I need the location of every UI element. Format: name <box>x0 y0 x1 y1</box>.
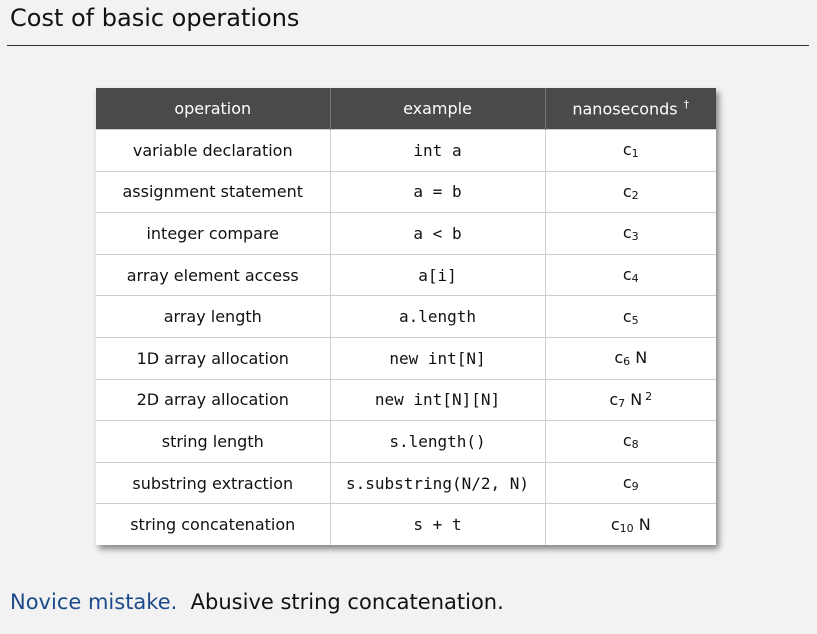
cost-cell: c6 N <box>545 336 716 380</box>
table-header-row: operation example nanoseconds † <box>96 88 716 130</box>
cost-cell: c1 <box>545 129 716 172</box>
table-row: string concatenation s + t c10 N <box>96 503 716 545</box>
example-cell: s.substring(N/2, N) <box>330 461 546 504</box>
table-row: integer compare a < b c3 <box>96 212 716 255</box>
operation-cell: array element access <box>96 253 331 296</box>
cost-constant: c <box>609 389 619 409</box>
cost-subscript: 3 <box>631 230 639 244</box>
operation-cell: 2D array allocation <box>96 378 331 421</box>
cost-cell: c5 <box>545 295 716 338</box>
table-row: string length s.length() c8 <box>96 420 716 463</box>
example-cell: a[i] <box>330 253 546 296</box>
operation-cell: substring extraction <box>96 461 331 504</box>
cost-subscript: 9 <box>631 480 639 494</box>
operation-cell: assignment statement <box>96 170 331 213</box>
header-nanoseconds-label: nanoseconds <box>572 99 678 119</box>
cost-subscript: 1 <box>631 147 639 161</box>
header-operation: operation <box>96 88 331 130</box>
table-row: array length a.length c5 <box>96 295 716 338</box>
example-cell: a = b <box>330 170 546 213</box>
table-row: assignment statement a = b c2 <box>96 170 716 213</box>
cost-constant: c <box>622 223 632 243</box>
cost-constant: c <box>614 348 624 368</box>
operation-cell: string length <box>96 420 331 463</box>
cost-constant: c <box>622 431 632 451</box>
operation-cell: 1D array allocation <box>96 336 331 380</box>
header-nanoseconds: nanoseconds † <box>545 88 716 130</box>
cost-constant: c <box>622 473 632 493</box>
cost-n: N <box>635 348 648 368</box>
cost-cell: c4 <box>545 253 716 296</box>
cost-constant: c <box>622 181 632 201</box>
operation-cell: integer compare <box>96 212 331 255</box>
dagger-footnote-mark: † <box>683 98 690 112</box>
operation-cell: array length <box>96 295 331 338</box>
example-cell: a.length <box>330 295 546 338</box>
cost-cell: c8 <box>545 420 716 463</box>
cost-cell: c2 <box>545 170 716 213</box>
cost-n: N <box>630 389 643 409</box>
footnote: Novice mistake. Abusive string concatena… <box>10 590 504 614</box>
example-cell: new int[N] <box>330 336 546 380</box>
operation-cell: variable declaration <box>96 129 331 172</box>
cost-subscript: 6 <box>623 355 631 369</box>
example-cell: s + t <box>330 503 546 545</box>
note-text: Abusive string concatenation. <box>190 590 504 614</box>
cost-subscript: 7 <box>618 396 626 410</box>
example-cell: new int[N][N] <box>330 378 546 421</box>
cost-subscript: 5 <box>631 313 639 327</box>
note-emphasis: Novice mistake. <box>10 590 178 614</box>
example-cell: s.length() <box>330 420 546 463</box>
example-cell: a < b <box>330 212 546 255</box>
cost-table-container: operation example nanoseconds † variable … <box>96 88 716 545</box>
cost-subscript: 10 <box>619 521 634 535</box>
cost-constant: c <box>622 306 632 326</box>
cost-constant: c <box>622 265 632 285</box>
title-divider <box>7 45 809 46</box>
cost-table: operation example nanoseconds † variable … <box>96 88 716 545</box>
page-title: Cost of basic operations <box>10 4 300 32</box>
cost-subscript: 2 <box>631 188 639 202</box>
cost-exponent: 2 <box>645 389 653 403</box>
table-row: 1D array allocation new int[N] c6 N <box>96 336 716 380</box>
cost-constant: c <box>622 140 632 160</box>
header-example: example <box>330 88 546 130</box>
cost-cell: c9 <box>545 461 716 504</box>
cost-constant: c <box>610 514 620 534</box>
table-row: substring extraction s.substring(N/2, N) c… <box>96 461 716 504</box>
table-row: array element access a[i] c4 <box>96 253 716 296</box>
example-cell: int a <box>330 129 546 172</box>
table-body: variable declaration int a c1 assignment st… <box>96 129 716 545</box>
cost-cell: c3 <box>545 212 716 255</box>
cost-cell: c10 N <box>545 503 716 545</box>
cost-subscript: 8 <box>631 438 639 452</box>
cost-n: N <box>638 514 651 534</box>
table-row: variable declaration int a c1 <box>96 129 716 172</box>
cost-subscript: 4 <box>631 272 639 286</box>
operation-cell: string concatenation <box>96 503 331 545</box>
